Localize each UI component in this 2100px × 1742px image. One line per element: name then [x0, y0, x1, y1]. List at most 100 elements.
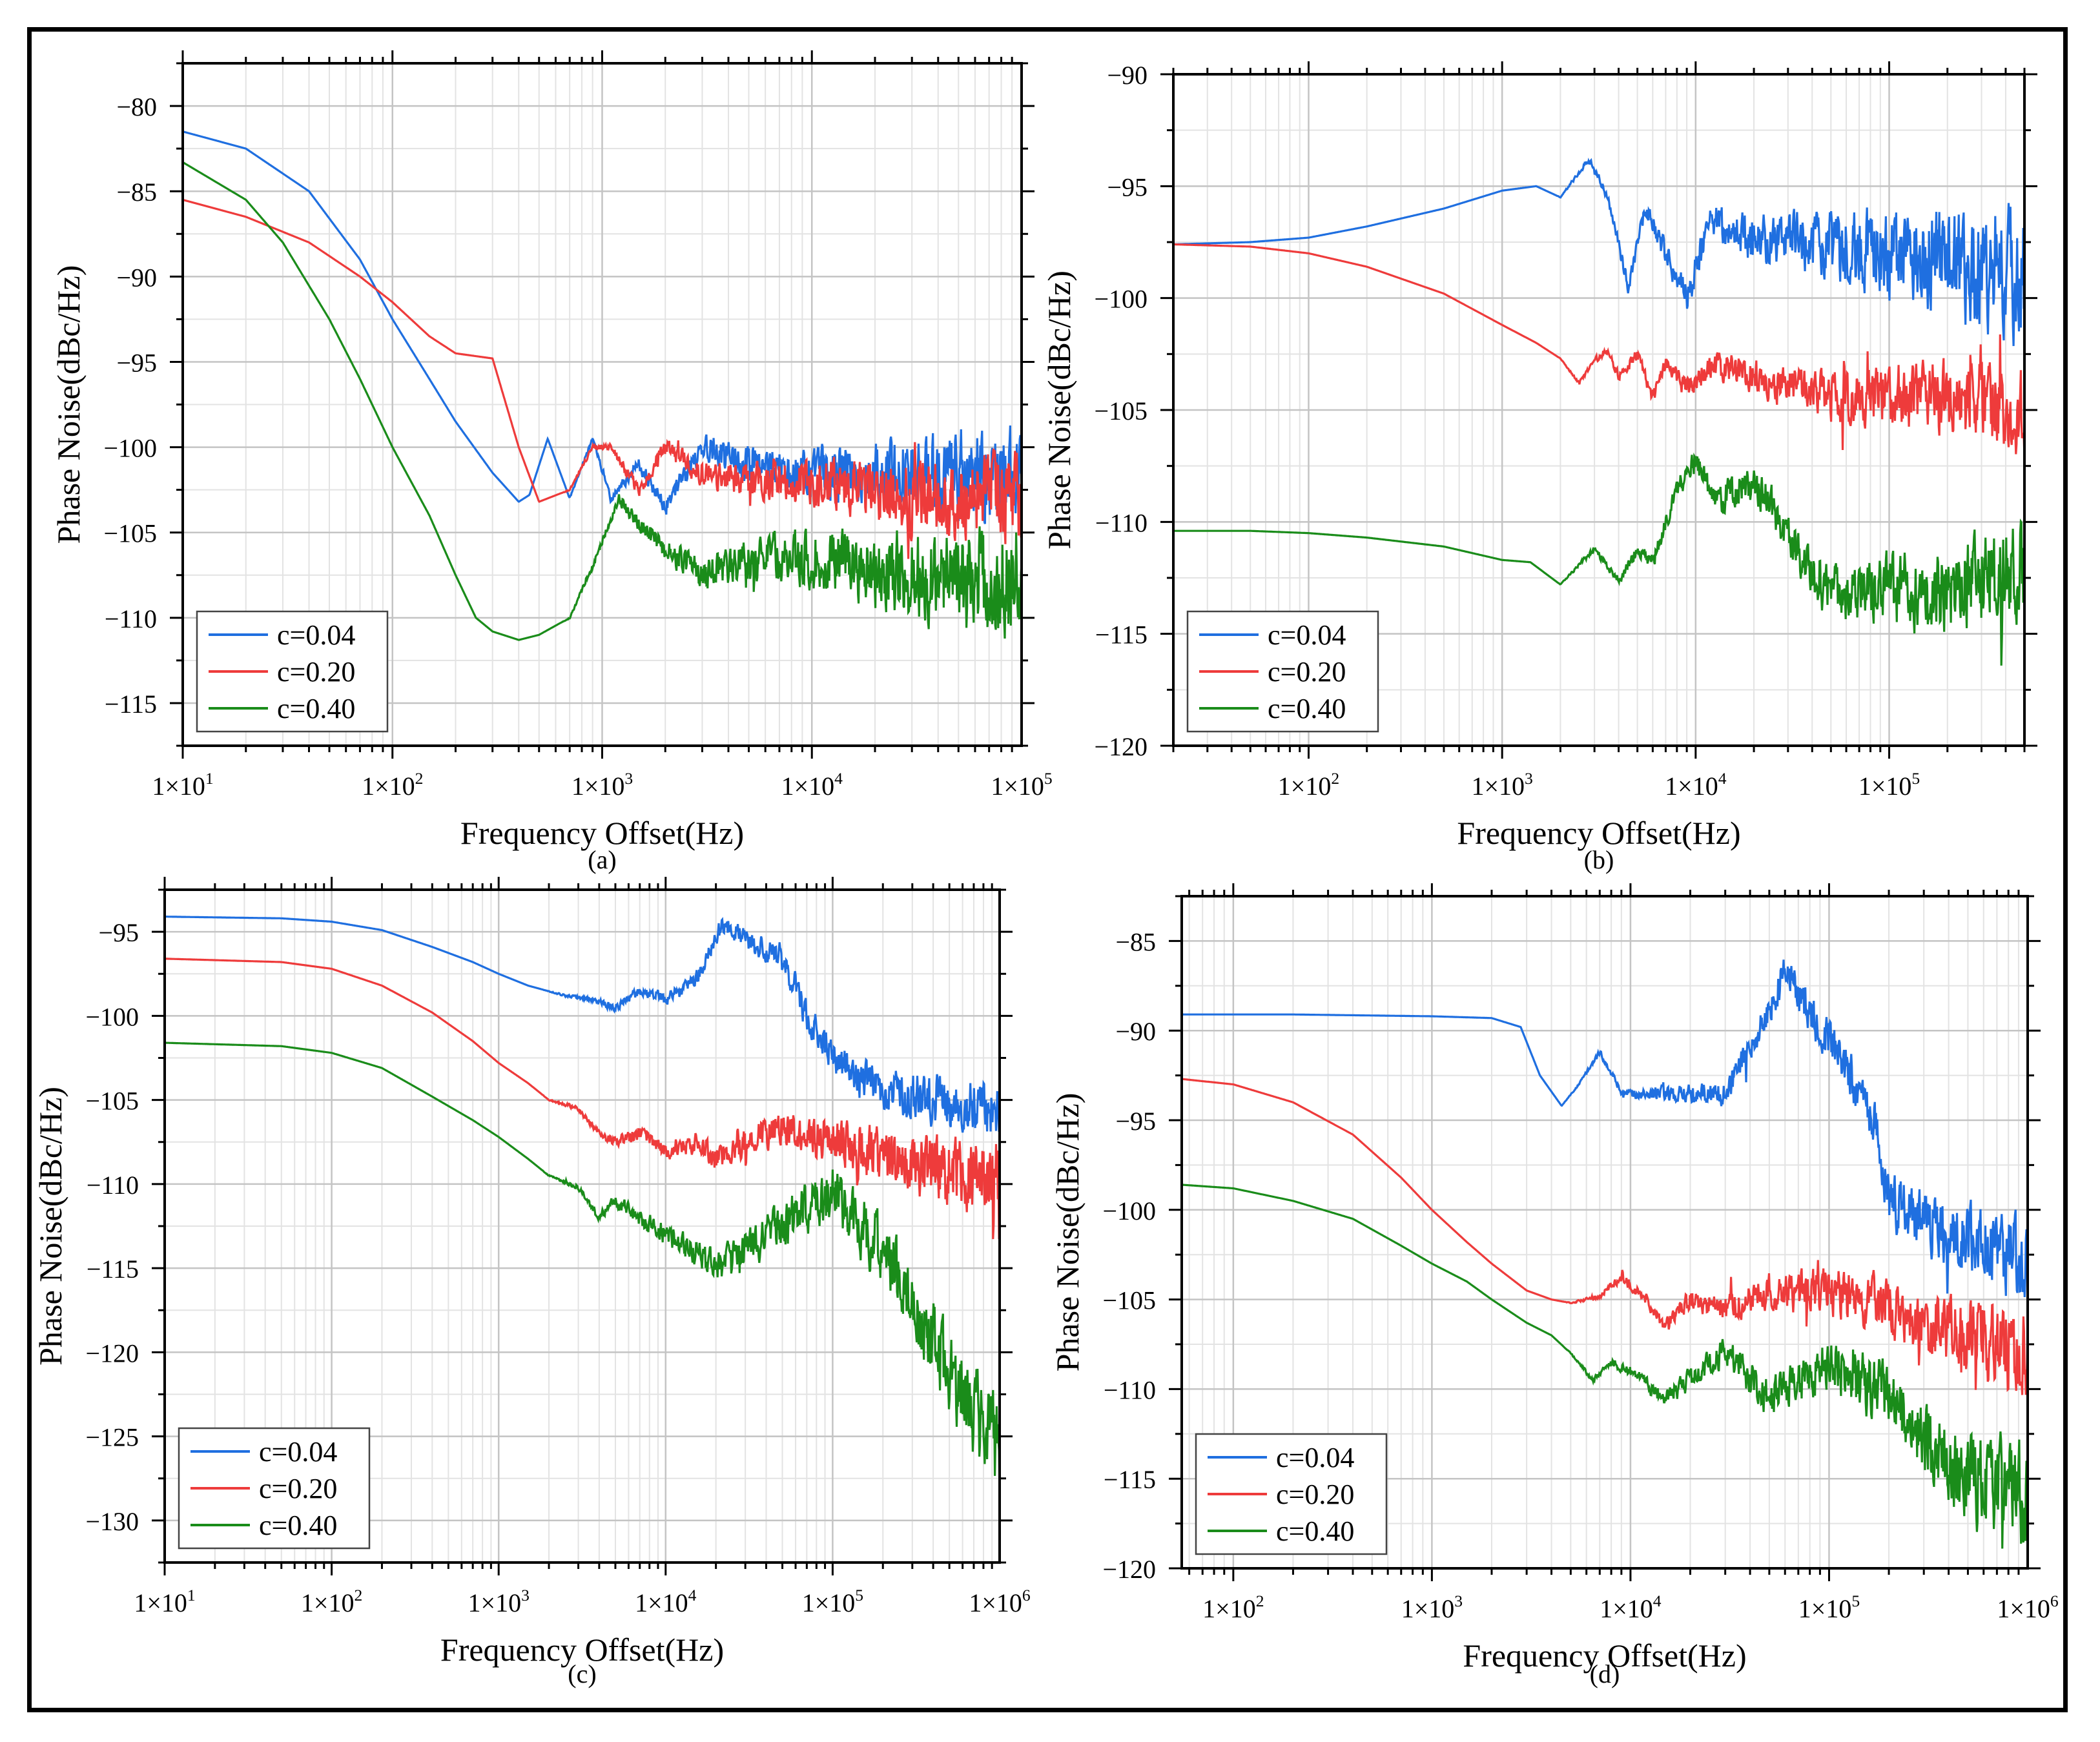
y-tick-label: −115: [1104, 1465, 1156, 1494]
y-tick-label: −95: [98, 918, 139, 947]
y-tick-label: −120: [1094, 732, 1148, 761]
y-tick-label: −105: [1094, 396, 1148, 425]
series-line-c020: [183, 198, 1022, 559]
y-tick-label: −95: [1115, 1107, 1156, 1136]
y-tick-label: −90: [1107, 61, 1148, 90]
series-line-c040: [1182, 1184, 2028, 1549]
y-tick-label: −90: [1115, 1017, 1156, 1046]
x-tick-label: 1×103: [571, 769, 633, 801]
legend-entry: c=0.20: [277, 656, 355, 688]
y-tick-label: −115: [105, 690, 157, 719]
axis-ticks: [152, 877, 1013, 1575]
axis-ticks: [170, 50, 1035, 759]
y-tick-label: −125: [85, 1423, 139, 1452]
x-tick-label: 1×101: [152, 769, 213, 801]
x-tick-label: 1×102: [301, 1586, 362, 1617]
x-tick-label: 1×104: [1665, 769, 1727, 801]
series-line-c020: [165, 958, 1000, 1240]
x-tick-label: 1×104: [781, 769, 843, 801]
series-line-c004: [1173, 158, 2024, 346]
x-tick-label: 1×104: [635, 1586, 697, 1617]
legend-entry: c=0.40: [277, 693, 355, 724]
chart-panel-b: −120 −115 −110 −105 −100 −95 −90 1×102 1×103 1×10…: [1041, 61, 2037, 874]
series-line-c004: [165, 916, 1000, 1133]
panel-caption: (b): [1584, 845, 1614, 874]
chart-panel-c: −130 −125 −120 −115 −110 −105 −100 −95 1×101 1×10…: [32, 877, 1031, 1688]
series-line-c004: [1182, 959, 2028, 1297]
y-tick-label: −100: [85, 1002, 139, 1031]
x-tick-label: 1×105: [1858, 769, 1920, 801]
axis-ticks: [1169, 883, 2041, 1581]
y-tick-label: −110: [1095, 508, 1148, 537]
legend-entry: c=0.40: [1268, 693, 1346, 724]
panel-caption: (d): [1590, 1659, 1620, 1688]
panel-caption: (c): [568, 1659, 596, 1688]
series-line-c040: [183, 161, 1022, 641]
y-tick-label: −100: [1094, 285, 1148, 314]
y-axis-label: Phase Noise(dBc/Hz): [50, 265, 87, 544]
y-axis-label: Phase Noise(dBc/Hz): [32, 1087, 68, 1366]
y-axis-label: Phase Noise(dBc/Hz): [1041, 271, 1077, 549]
legend-entry: c=0.20: [259, 1473, 337, 1504]
y-axis-label: Phase Noise(dBc/Hz): [1049, 1093, 1086, 1372]
y-tick-label: −100: [103, 434, 157, 463]
legend-entry: c=0.20: [1268, 656, 1346, 688]
y-tick-label: −100: [1102, 1196, 1156, 1225]
y-tick-label: −120: [1102, 1555, 1156, 1584]
y-tick-label: −95: [116, 348, 157, 377]
y-tick-label: −95: [1107, 172, 1148, 201]
x-tick-label: 1×105: [1798, 1592, 1860, 1623]
axis-ticks: [1160, 61, 2037, 759]
y-tick-label: −115: [1095, 620, 1148, 650]
x-tick-label: 1×103: [1471, 769, 1532, 801]
series-line-c020: [1173, 243, 2024, 458]
x-tick-label: 1×105: [991, 769, 1052, 801]
legend: c=0.04 c=0.20 c=0.40: [178, 1427, 371, 1550]
y-tick-label: −110: [1104, 1375, 1156, 1404]
x-tick-label: 1×105: [802, 1586, 863, 1617]
x-tick-label: 1×102: [1278, 769, 1339, 801]
legend-entry: c=0.40: [1276, 1515, 1354, 1547]
y-tick-label: −105: [85, 1087, 139, 1116]
y-tick-label: −105: [1102, 1286, 1156, 1315]
legend-entry: c=0.04: [259, 1436, 337, 1468]
y-tick-label: −85: [116, 178, 157, 207]
x-tick-label: 1×101: [134, 1586, 195, 1617]
series-line-c040: [1173, 452, 2024, 666]
x-axis-label: Frequency Offset(Hz): [1457, 815, 1740, 851]
series-line-c020: [1182, 1078, 2028, 1395]
y-tick-label: −120: [85, 1338, 139, 1368]
y-tick-label: −85: [1115, 927, 1156, 956]
x-tick-label: 1×103: [468, 1586, 530, 1617]
panel-caption: (a): [588, 845, 616, 874]
x-tick-label: 1×106: [969, 1586, 1031, 1617]
y-tick-label: −105: [103, 519, 157, 548]
legend-entry: c=0.04: [1276, 1442, 1354, 1473]
x-axis-label: Frequency Offset(Hz): [460, 815, 744, 851]
x-tick-label: 1×103: [1401, 1592, 1463, 1623]
legend-entry: c=0.04: [1268, 619, 1346, 651]
series-line-c040: [165, 1041, 1000, 1491]
x-axis-label: Frequency Offset(Hz): [440, 1632, 724, 1668]
plot-frame: [1180, 895, 2029, 1570]
legend-entry: c=0.40: [259, 1510, 337, 1541]
chart-panel-d: −120 −115 −110 −105 −100 −95 −90 −85 1×102 1×103 1…: [1049, 883, 2059, 1688]
y-tick-label: −110: [105, 604, 157, 633]
x-tick-label: 1×106: [1997, 1592, 2059, 1623]
y-tick-label: −115: [87, 1255, 139, 1284]
y-tick-label: −80: [116, 92, 157, 121]
legend-entry: c=0.20: [1276, 1479, 1354, 1510]
y-tick-label: −90: [116, 263, 157, 292]
legend-entry: c=0.04: [277, 619, 355, 651]
y-tick-label: −110: [87, 1171, 139, 1200]
x-tick-label: 1×102: [362, 769, 423, 801]
legend: c=0.04 c=0.20 c=0.40: [196, 610, 389, 733]
x-axis-label: Frequency Offset(Hz): [1463, 1637, 1746, 1674]
x-tick-label: 1×104: [1600, 1592, 1662, 1623]
legend: c=0.04 c=0.20 c=0.40: [1186, 610, 1379, 733]
chart-panel-a: −115 −110 −105 −100 −95 −90 −85 −80 1×101 1×102 1×…: [50, 50, 1053, 874]
x-tick-label: 1×102: [1202, 1592, 1264, 1623]
y-tick-label: −130: [85, 1507, 139, 1536]
legend: c=0.04 c=0.20 c=0.40: [1195, 1433, 1388, 1555]
